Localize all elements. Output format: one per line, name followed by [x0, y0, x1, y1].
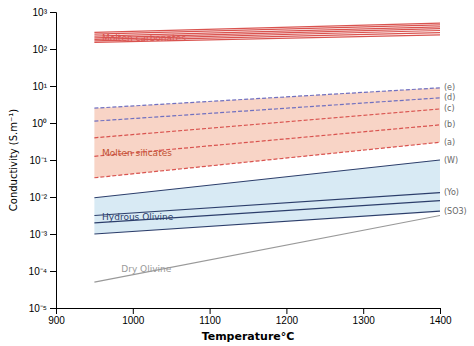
annotation: Dry Olivine: [121, 264, 171, 274]
tick-mark: [50, 197, 56, 198]
tick-label: 10⁰: [32, 118, 47, 129]
tick-label: 900: [48, 315, 65, 326]
tick-mark: [210, 308, 211, 314]
series-line: [94, 23, 440, 32]
tick: 900: [48, 308, 65, 326]
line-label: (SO3): [444, 207, 467, 216]
band: [94, 88, 440, 178]
tick-label: 10¹: [33, 81, 48, 92]
y-axis: 10⁻⁵ 10⁻⁴ 10⁻³ 10⁻² 10⁻¹ 10⁰ 10¹ 10² 10³: [29, 7, 57, 314]
tick-label: 1100: [199, 315, 221, 326]
chart-container: 9001000110012001300140010⁻⁵10⁻⁴10⁻³10⁻²1…: [0, 0, 474, 346]
tick-mark: [50, 123, 56, 124]
tick: 1000: [122, 308, 145, 326]
tick: 10⁰: [32, 118, 56, 129]
series-line: [94, 142, 440, 178]
tick: 1100: [199, 308, 221, 326]
series-line: [94, 98, 440, 121]
tick-label: 10⁻⁴: [29, 266, 47, 277]
tick: 1400: [429, 308, 452, 326]
y-axis-title: Conductivity (S.m⁻¹): [8, 109, 19, 211]
tick-label: 1400: [429, 315, 452, 326]
line-label: (a): [444, 138, 455, 147]
tick-mark: [50, 160, 56, 161]
line-label: (b): [444, 120, 455, 129]
annotation: Hydrous Olivine: [102, 212, 174, 222]
tick: 10³: [33, 7, 56, 18]
tick-label: 1300: [353, 315, 376, 326]
tick: 1200: [276, 308, 299, 326]
line-label: (d): [444, 93, 455, 102]
series-line: [94, 88, 440, 108]
axis-line: [50, 13, 57, 309]
tick-label: 10⁻¹: [30, 155, 48, 166]
tick: 10¹: [33, 81, 56, 92]
tick: 10⁻²: [30, 192, 56, 203]
tick-mark: [50, 49, 56, 50]
x-axis: 900 1000 1100 1200 1300 1400: [48, 308, 452, 326]
tick: 10⁻³: [30, 229, 56, 240]
axis-line: [57, 309, 441, 315]
tick-mark: [286, 308, 287, 314]
marks: [94, 23, 440, 282]
tick: 10⁻⁴: [29, 266, 56, 277]
tick-mark: [363, 308, 364, 314]
tick-label: 10³: [33, 7, 48, 18]
annotation: Molten carbonates: [102, 33, 186, 43]
tick: 10⁻¹: [30, 155, 56, 166]
tick: 1300: [353, 308, 376, 326]
chart: 9001000110012001300140010⁻⁵10⁻⁴10⁻³10⁻²1…: [0, 0, 474, 346]
tick-mark: [50, 271, 56, 272]
x-axis-title: Temperature°C: [202, 330, 295, 343]
annotation: Molten silicates: [102, 148, 172, 158]
series-line: [94, 211, 440, 234]
tick-mark: [50, 308, 56, 309]
series-line: [94, 109, 440, 138]
tick-label: 10⁻⁵: [29, 303, 47, 314]
line-label: (Yo): [444, 188, 459, 197]
tick-label: 10²: [33, 44, 48, 55]
tick: 10⁻⁵: [29, 303, 56, 314]
labels: (a) (b) (c) (d)(e) (W) (Yo) (SO3) Molten carbon…: [102, 33, 467, 274]
series-line: [94, 160, 440, 198]
tick-label: 10⁻³: [30, 229, 48, 240]
tick: 10²: [33, 44, 56, 55]
tick-mark: [133, 308, 134, 314]
tick-mark: [50, 12, 56, 13]
tick-label: 10⁻²: [30, 192, 48, 203]
series-line: [94, 201, 440, 223]
series-line: [94, 216, 440, 283]
tick-mark: [50, 86, 56, 87]
tick-label: 1000: [122, 315, 145, 326]
plot: 9001000110012001300140010⁻⁵10⁻⁴10⁻³10⁻²1…: [29, 7, 467, 326]
tick-mark: [440, 308, 441, 314]
line-label: (W): [444, 156, 458, 165]
line-label: (e): [444, 83, 455, 92]
band: [94, 160, 440, 234]
tick-mark: [50, 234, 56, 235]
tick-label: 1200: [276, 315, 299, 326]
line-label: (c): [444, 104, 455, 113]
